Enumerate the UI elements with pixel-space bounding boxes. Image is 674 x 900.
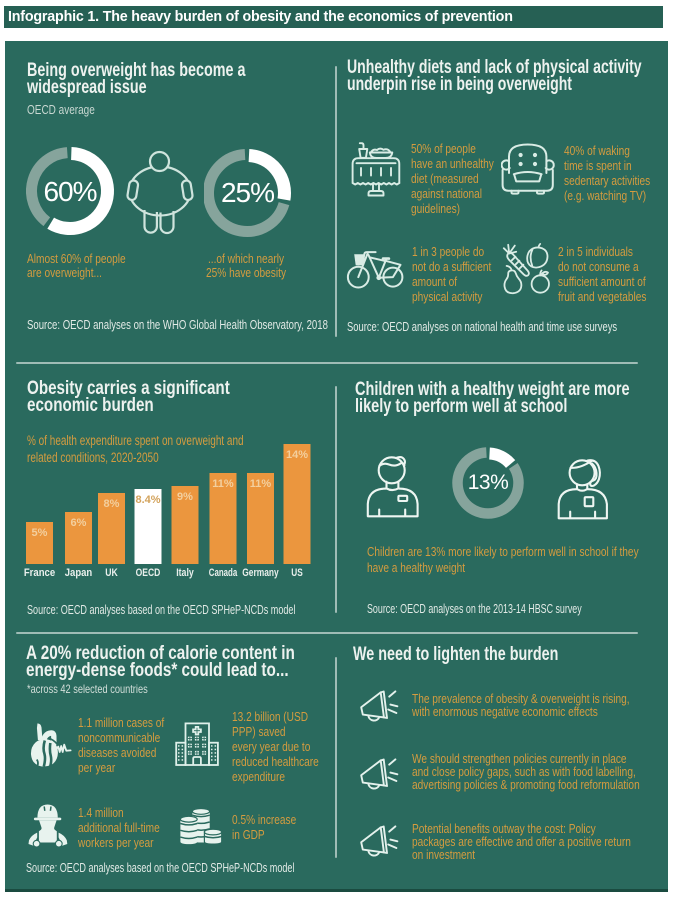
- svg-text:Canada: Canada: [209, 567, 238, 579]
- svg-text:5%: 5%: [32, 527, 48, 539]
- svg-text:Italy: Italy: [176, 567, 194, 579]
- svg-text:8%: 8%: [104, 498, 120, 510]
- svg-text:OECD: OECD: [136, 567, 161, 579]
- svg-text:UK: UK: [105, 567, 118, 579]
- svg-text:France: France: [24, 567, 55, 579]
- svg-text:9%: 9%: [177, 491, 193, 503]
- svg-text:11%: 11%: [212, 478, 234, 490]
- svg-text:14%: 14%: [286, 449, 308, 461]
- svg-text:11%: 11%: [250, 478, 272, 490]
- svg-text:6%: 6%: [71, 517, 87, 529]
- svg-text:Japan: Japan: [65, 567, 93, 579]
- svg-text:US: US: [291, 567, 303, 579]
- svg-text:8.4%: 8.4%: [135, 494, 160, 506]
- svg-text:Germany: Germany: [242, 567, 279, 579]
